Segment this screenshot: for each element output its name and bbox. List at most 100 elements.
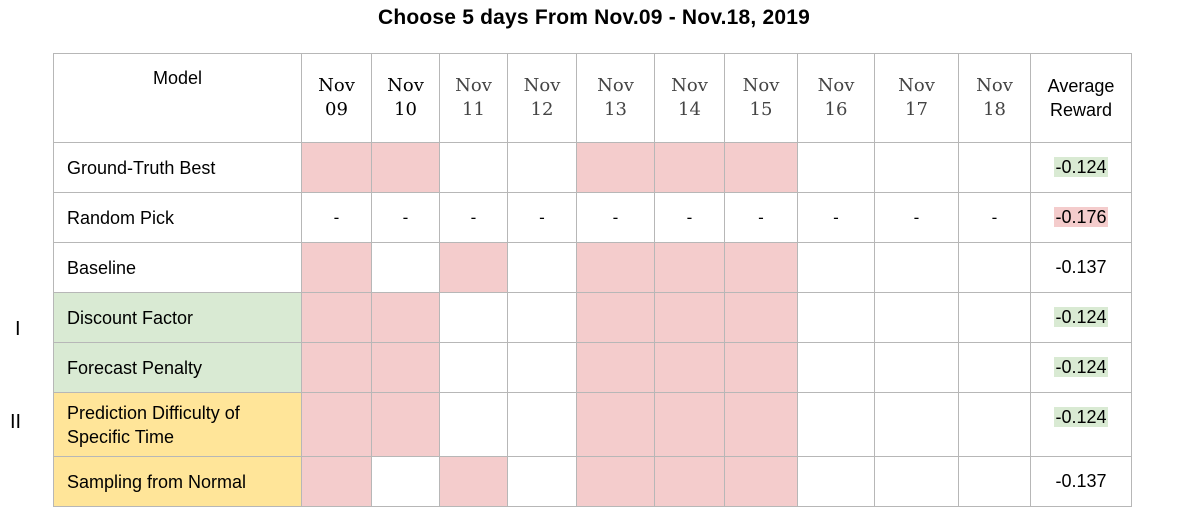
day-cell-selected	[302, 293, 372, 343]
day-cell-selected	[302, 457, 372, 507]
day-cell-selected	[725, 343, 798, 393]
day-cell-dash: -	[798, 193, 875, 243]
day-cell-empty	[875, 457, 959, 507]
day-cell-selected	[372, 293, 440, 343]
day-cell-empty	[875, 143, 959, 193]
day-cell-selected	[725, 457, 798, 507]
day-cell-empty	[798, 393, 875, 457]
day-cell-selected	[655, 143, 725, 193]
day-cell-selected	[577, 393, 655, 457]
day-cell-selected	[577, 293, 655, 343]
average-reward-header-line2: Reward	[1031, 98, 1131, 122]
day-header-day: 16	[798, 98, 874, 122]
table-row: Sampling from Normal -0.137	[54, 457, 1132, 507]
model-name-line2: Specific Time	[67, 425, 301, 449]
day-cell-empty	[798, 243, 875, 293]
day-cell-selected	[372, 343, 440, 393]
day-header-month: Nov	[577, 74, 654, 98]
day-header-month: Nov	[798, 74, 874, 98]
day-cell-empty	[875, 293, 959, 343]
model-name-cell: Prediction Difficulty of Specific Time	[54, 393, 302, 457]
day-header: Nov 10	[372, 54, 440, 143]
day-header: Nov 09	[302, 54, 372, 143]
day-cell-empty	[959, 343, 1031, 393]
day-cell-selected	[302, 393, 372, 457]
model-name-line1: Prediction Difficulty of	[67, 401, 301, 425]
day-header-month: Nov	[875, 74, 958, 98]
average-reward-cell: -0.176	[1031, 193, 1132, 243]
day-cell-empty	[959, 293, 1031, 343]
model-name-cell: Discount Factor	[54, 293, 302, 343]
day-header: Nov 15	[725, 54, 798, 143]
model-name-cell: Ground-Truth Best	[54, 143, 302, 193]
day-cell-dash: -	[372, 193, 440, 243]
day-header-month: Nov	[440, 74, 507, 98]
day-header-month: Nov	[508, 74, 576, 98]
day-header-day: 15	[725, 98, 797, 122]
day-cell-selected	[577, 143, 655, 193]
model-column-header: Model	[54, 54, 302, 143]
day-header-month: Nov	[302, 74, 371, 98]
average-reward-cell: -0.124	[1031, 143, 1132, 193]
day-cell-dash: -	[508, 193, 577, 243]
page-title: Choose 5 days From Nov.09 - Nov.18, 2019	[0, 6, 1188, 30]
average-reward-cell: -0.124	[1031, 393, 1132, 457]
day-header-day: 18	[959, 98, 1030, 122]
average-reward-cell: -0.137	[1031, 457, 1132, 507]
day-header-day: 10	[372, 98, 439, 122]
day-cell-selected	[577, 343, 655, 393]
day-cell-empty	[440, 343, 508, 393]
day-header-month: Nov	[655, 74, 724, 98]
table-row: Forecast Penalty -0.124	[54, 343, 1132, 393]
average-reward-value: -0.124	[1054, 357, 1107, 377]
day-header-day: 14	[655, 98, 724, 122]
day-cell-selected	[725, 143, 798, 193]
average-reward-value: -0.176	[1054, 207, 1107, 227]
day-cell-empty	[798, 343, 875, 393]
day-cell-selected	[725, 243, 798, 293]
day-cell-empty	[508, 143, 577, 193]
day-cell-empty	[508, 343, 577, 393]
day-cell-empty	[959, 393, 1031, 457]
day-cell-selected	[655, 293, 725, 343]
day-header-month: Nov	[372, 74, 439, 98]
model-name-cell: Sampling from Normal	[54, 457, 302, 507]
day-header-month: Nov	[725, 74, 797, 98]
day-cell-dash: -	[725, 193, 798, 243]
day-cell-empty	[508, 243, 577, 293]
day-header: Nov 17	[875, 54, 959, 143]
table-row: Prediction Difficulty of Specific Time -0.…	[54, 393, 1132, 457]
day-cell-empty	[798, 457, 875, 507]
day-cell-empty	[798, 293, 875, 343]
day-header-day: 11	[440, 98, 507, 122]
day-header: Nov 11	[440, 54, 508, 143]
day-cell-selected	[655, 393, 725, 457]
table-row: Baseline -0.137	[54, 243, 1132, 293]
day-cell-empty	[959, 457, 1031, 507]
day-cell-selected	[655, 343, 725, 393]
day-cell-selected	[655, 243, 725, 293]
day-cell-selected	[577, 457, 655, 507]
group-label-i: I	[15, 318, 21, 341]
group-label-ii: II	[10, 411, 21, 434]
day-cell-dash: -	[302, 193, 372, 243]
day-cell-empty	[372, 243, 440, 293]
day-header-day: 09	[302, 98, 371, 122]
results-table: Model Nov 09 Nov 10 Nov 11 Nov 12 Nov 13 Nov 1…	[53, 53, 1132, 507]
average-reward-value: -0.137	[1055, 471, 1106, 491]
model-name-cell: Forecast Penalty	[54, 343, 302, 393]
day-cell-selected	[372, 143, 440, 193]
day-cell-dash: -	[875, 193, 959, 243]
model-name-cell: Baseline	[54, 243, 302, 293]
day-cell-empty	[875, 343, 959, 393]
day-cell-empty	[875, 243, 959, 293]
day-cell-empty	[440, 293, 508, 343]
table-row: Discount Factor -0.124	[54, 293, 1132, 343]
average-reward-value: -0.124	[1054, 157, 1107, 177]
model-name-cell: Random Pick	[54, 193, 302, 243]
day-cell-empty	[875, 393, 959, 457]
day-header: Nov 13	[577, 54, 655, 143]
header-row: Model Nov 09 Nov 10 Nov 11 Nov 12 Nov 13 Nov 1…	[54, 54, 1132, 143]
average-reward-value: -0.124	[1054, 407, 1107, 427]
average-reward-cell: -0.124	[1031, 343, 1132, 393]
